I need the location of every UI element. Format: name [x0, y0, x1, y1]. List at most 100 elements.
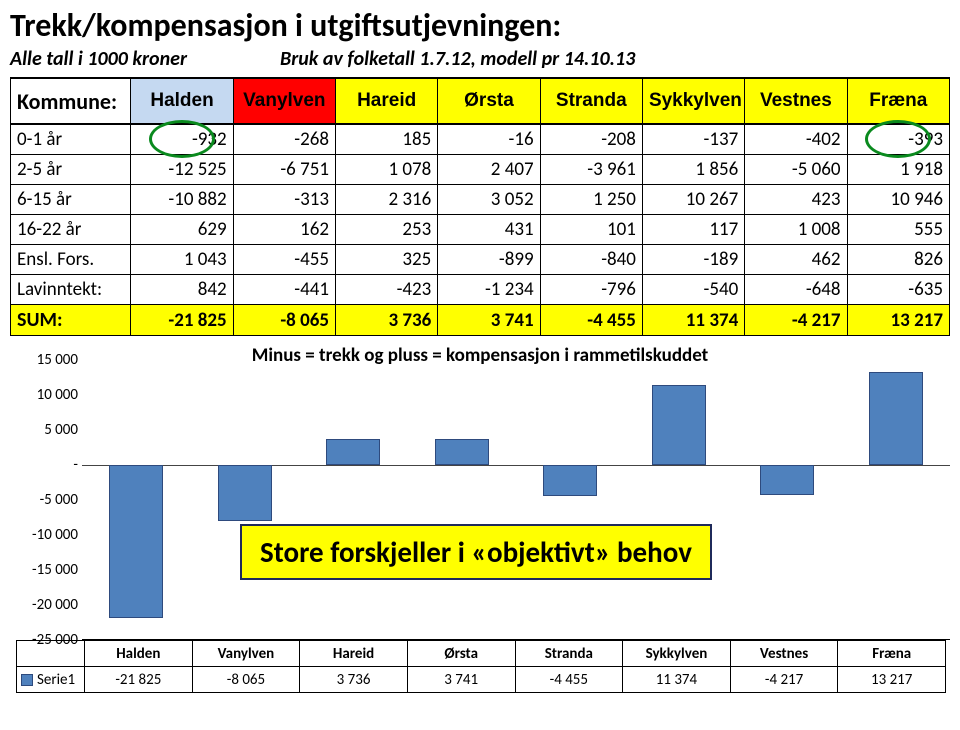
series-value: -8 065: [192, 667, 300, 693]
table-cell: 185: [336, 124, 438, 155]
y-tick: -20 000: [32, 596, 78, 614]
sum-cell: 13 217: [847, 305, 949, 336]
table-cell: 117: [642, 215, 744, 245]
row-label: 0-1 år: [11, 124, 131, 155]
y-tick: 10 000: [37, 386, 78, 404]
chart-x-label: Ørsta: [407, 641, 515, 667]
bar: [435, 439, 489, 465]
row-label: 2-5 år: [11, 155, 131, 185]
column-header: Ørsta: [438, 78, 540, 124]
sum-cell: 3 736: [336, 305, 438, 336]
table-cell: -441: [233, 275, 335, 305]
bar: [109, 465, 163, 618]
y-tick: -5 000: [40, 491, 78, 509]
chart-x-label: Vanylven: [192, 641, 300, 667]
subtitle-left: Alle tall i 1000 kroner: [10, 47, 280, 71]
column-header: Halden: [131, 78, 233, 124]
bar: [218, 465, 272, 521]
table-cell: -932: [131, 124, 233, 155]
table-cell: -635: [847, 275, 949, 305]
table-cell: -423: [336, 275, 438, 305]
table-cell: 431: [438, 215, 540, 245]
row-label: Ensl. Fors.: [11, 245, 131, 275]
chart-x-label: Halden: [85, 641, 193, 667]
table-cell: -899: [438, 245, 540, 275]
table-cell: -5 060: [745, 155, 847, 185]
table-cell: -12 525: [131, 155, 233, 185]
chart-callout: Store forskjeller i «objektivt» behov: [240, 524, 712, 580]
chart-x-label: Fræna: [838, 641, 946, 667]
table-cell: 1 008: [745, 215, 847, 245]
chart-x-label: Hareid: [300, 641, 408, 667]
table-cell: 1 078: [336, 155, 438, 185]
table-cell: 423: [745, 185, 847, 215]
series-value: 3 741: [407, 667, 515, 693]
column-header: Vestnes: [745, 78, 847, 124]
table-cell: -840: [540, 245, 642, 275]
table-cell: 162: [233, 215, 335, 245]
table-cell: -455: [233, 245, 335, 275]
y-tick: -: [73, 456, 78, 474]
plot-area: [82, 360, 950, 640]
column-header: Stranda: [540, 78, 642, 124]
table-cell: -16: [438, 124, 540, 155]
bar: [326, 439, 380, 465]
table-cell: 842: [131, 275, 233, 305]
y-tick: 15 000: [37, 351, 78, 369]
table-cell: 462: [745, 245, 847, 275]
table-cell: -10 882: [131, 185, 233, 215]
series-table: HaldenVanylvenHareidØrstaStrandaSykkylve…: [16, 640, 946, 693]
column-header: Fræna: [847, 78, 949, 124]
sum-cell: -8 065: [233, 305, 335, 336]
page-title: Trekk/kompensasjon i utgiftsutjevningen:: [0, 0, 960, 47]
chart-x-label: Stranda: [515, 641, 623, 667]
table-cell: -1 234: [438, 275, 540, 305]
bar: [652, 385, 706, 465]
series-value: 13 217: [838, 667, 946, 693]
table-cell: 101: [540, 215, 642, 245]
table-cell: 2 407: [438, 155, 540, 185]
table-cell: 826: [847, 245, 949, 275]
row-label: 16-22 år: [11, 215, 131, 245]
table-cell: -268: [233, 124, 335, 155]
row-label: 6-15 år: [11, 185, 131, 215]
table-cell: 10 946: [847, 185, 949, 215]
chart-x-label: Vestnes: [730, 641, 838, 667]
y-axis: 15 00010 0005 000--5 000-10 000-15 000-2…: [10, 360, 82, 640]
table-cell: -3 961: [540, 155, 642, 185]
table-cell: 1 043: [131, 245, 233, 275]
sum-cell: 11 374: [642, 305, 744, 336]
table-cell: 253: [336, 215, 438, 245]
table-cell: 1 856: [642, 155, 744, 185]
series-value: -21 825: [85, 667, 193, 693]
table-cell: -6 751: [233, 155, 335, 185]
table-cell: 629: [131, 215, 233, 245]
table-cell: 1 918: [847, 155, 949, 185]
table-cell: -189: [642, 245, 744, 275]
table-cell: 1 250: [540, 185, 642, 215]
table-cell: -648: [745, 275, 847, 305]
table-cell: 555: [847, 215, 949, 245]
column-header: Sykkylven: [642, 78, 744, 124]
series-value: 11 374: [623, 667, 731, 693]
row-label: Lavinntekt:: [11, 275, 131, 305]
bar: [543, 465, 597, 496]
table-cell: -208: [540, 124, 642, 155]
table-cell: 2 316: [336, 185, 438, 215]
y-tick: -10 000: [32, 526, 78, 544]
bar: [869, 372, 923, 465]
subtitle-right: Bruk av folketall 1.7.12, modell pr 14.1…: [280, 47, 950, 71]
table-cell: -137: [642, 124, 744, 155]
sum-cell: 3 741: [438, 305, 540, 336]
chart-x-label: Sykkylven: [623, 641, 731, 667]
sum-cell: -4 217: [745, 305, 847, 336]
y-tick: -15 000: [32, 561, 78, 579]
table-cell: -402: [745, 124, 847, 155]
sum-cell: -21 825: [131, 305, 233, 336]
table-cell: -393: [847, 124, 949, 155]
column-header: Vanylven: [233, 78, 335, 124]
table-header-label: Kommune:: [11, 78, 131, 124]
series-value: -4 217: [730, 667, 838, 693]
sum-cell: -4 455: [540, 305, 642, 336]
table-cell: -540: [642, 275, 744, 305]
